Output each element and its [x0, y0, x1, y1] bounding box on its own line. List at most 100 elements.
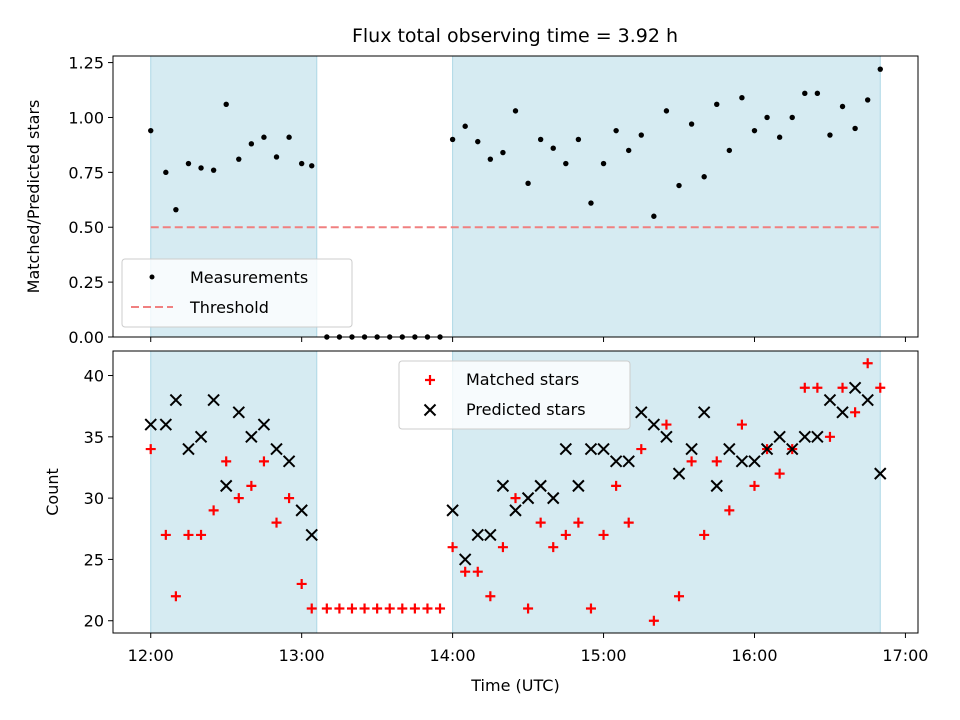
x-axis-label: Time (UTC) [470, 676, 559, 695]
predicted-star-point [471, 528, 484, 542]
matched-star-point [321, 603, 332, 614]
predicted-star-point [207, 393, 220, 407]
bottom-plot-frame [112, 350, 919, 634]
legend-matched-label: Matched stars [466, 370, 579, 389]
measurement-point [626, 147, 632, 154]
matched-star-point [699, 529, 710, 540]
matched-star-point [724, 505, 735, 516]
y-tick-label: 0.75 [68, 163, 104, 182]
y-tick-label: 0.50 [68, 218, 104, 237]
matched-star-point [837, 382, 848, 393]
predicted-star-point [521, 491, 535, 505]
y-tick-label: 20 [84, 612, 104, 631]
matched-star-point [611, 480, 622, 491]
predicted-star-point [647, 418, 661, 431]
measurement-point [173, 206, 179, 213]
predicted-star-point [786, 442, 799, 456]
matched-star-point [598, 529, 609, 540]
legend-measurements-marker [149, 274, 155, 280]
measurement-point [814, 90, 821, 97]
matched-star-point [749, 480, 760, 491]
predicted-star-point [584, 442, 598, 456]
measurement-point [449, 136, 456, 143]
predicted-star-point [458, 553, 472, 566]
top-y-axis-label: Matched/Predicted stars [24, 100, 43, 294]
measurement-point [248, 141, 255, 147]
measurement-point [563, 160, 569, 167]
measurement-point [286, 134, 292, 140]
legend-threshold-label: Threshold [189, 298, 269, 317]
x-tick-label: 14:00 [430, 646, 476, 665]
predicted-star-point [672, 467, 686, 480]
measurement-point [298, 160, 305, 167]
y-tick-label: 1.00 [68, 108, 104, 127]
measurement-point [764, 114, 770, 121]
measurement-point [688, 121, 695, 127]
matched-stars-points [145, 358, 886, 626]
bottom-axis-ticks: 20 25 30 35 40 12:00 13:00 14:00 15:00 16:00 17:00 [84, 367, 929, 665]
x-tick-label: 12:00 [128, 646, 174, 665]
measurement-point [701, 174, 707, 180]
predicted-star-point [182, 442, 195, 456]
measurement-point [500, 149, 506, 156]
matched-star-point [145, 444, 156, 455]
matched-star-point [334, 603, 345, 614]
legend-matched-marker [425, 375, 435, 385]
measurement-point [148, 127, 154, 134]
matched-star-point [160, 529, 171, 540]
predicted-star-point [446, 504, 459, 517]
predicted-star-point [823, 393, 837, 407]
legend-plus-mark [425, 375, 435, 385]
matched-star-point [397, 603, 408, 614]
y-tick-label: 1.25 [68, 54, 104, 73]
matched-star-point [736, 419, 747, 430]
measurement-point [739, 95, 745, 101]
predicted-star-point [848, 381, 862, 394]
predicted-star-point [697, 406, 711, 419]
measurement-point [512, 108, 519, 114]
predicted-star-point [874, 467, 887, 480]
predicted-star-point [257, 418, 271, 431]
matched-star-point [585, 603, 596, 614]
predicted-star-point [811, 430, 824, 444]
shaded-span [150, 350, 318, 634]
matched-star-point [422, 603, 433, 614]
bottom-legend-box [398, 360, 631, 430]
measurement-point [600, 160, 607, 167]
matched-star-point [472, 566, 483, 577]
matched-star-point [523, 603, 534, 614]
measurement-point [163, 169, 169, 176]
x-tick-label: 13:00 [279, 646, 325, 665]
legend-measurements-label: Measurements [190, 268, 308, 287]
matched-star-point [862, 358, 873, 369]
matched-star-point [774, 468, 785, 479]
matched-star-point [711, 456, 722, 467]
matched-star-point [875, 382, 886, 393]
measurement-point [462, 123, 468, 129]
measurement-point [198, 165, 204, 171]
predicted-star-point [232, 406, 245, 419]
y-tick-label: 25 [84, 550, 104, 569]
measurement-point [776, 134, 783, 140]
measurement-point [525, 180, 531, 187]
matched-star-point [372, 603, 383, 614]
predicted-star-point [773, 430, 786, 444]
measurement-point [550, 145, 556, 151]
bottom-y-axis-label: Count [43, 468, 62, 516]
matched-star-point [221, 456, 232, 467]
top-shaded-spans [150, 55, 881, 338]
matched-star-point [233, 493, 244, 504]
measurements-points [148, 66, 883, 340]
matched-star-point [548, 542, 559, 553]
matched-star-point [384, 603, 395, 614]
measurement-point [588, 200, 594, 206]
matched-star-point [510, 493, 521, 504]
matched-star-point [573, 517, 584, 528]
matched-star-point [183, 529, 194, 540]
predicted-star-point [194, 430, 208, 444]
matched-star-point [359, 603, 370, 614]
matched-star-point [824, 431, 835, 442]
matched-star-point [447, 542, 458, 553]
matched-star-point [799, 382, 810, 393]
x-tick-label: 17:00 [882, 646, 928, 665]
